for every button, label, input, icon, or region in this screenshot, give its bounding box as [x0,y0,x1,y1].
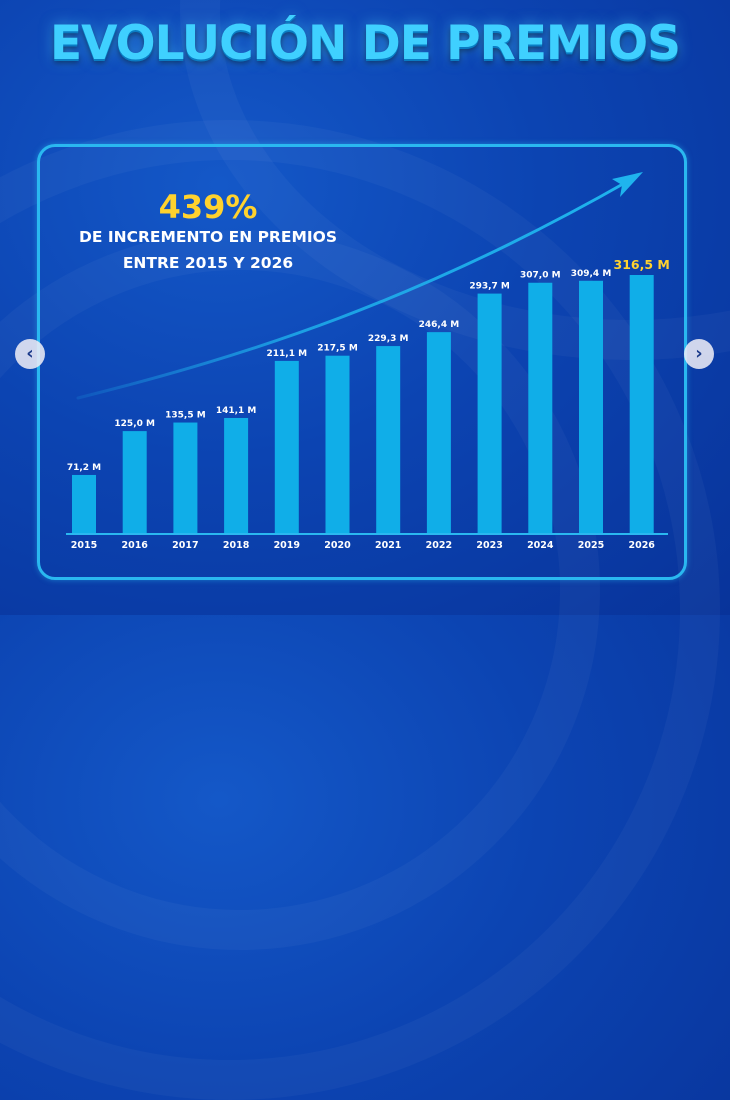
x-tick-label-2025: 2025 [578,540,604,551]
value-label-2024: 307,0 M [520,271,561,281]
x-tick-label-2023: 2023 [476,540,502,551]
x-tick-label-2019: 2019 [274,540,300,551]
bar-2022 [426,332,451,533]
increase-description-line2: ENTRE 2015 Y 2026 [122,254,294,272]
x-tick-label-2016: 2016 [121,540,148,551]
bar-2024 [528,282,553,533]
value-label-2017: 135,5 M [165,411,206,421]
value-label-2019: 211,1 M [267,349,308,359]
chevron-left-icon: ‹ [26,343,34,364]
bar-2020 [325,355,350,533]
value-label-2021: 229,3 M [368,334,409,344]
x-tick-label-2026: 2026 [628,540,655,551]
carousel-prev-button[interactable]: ‹ [15,339,45,369]
chevron-right-icon: › [695,343,703,364]
value-label-2025: 309,4 M [571,269,612,279]
carousel-next-button[interactable]: › [684,339,714,369]
value-label-2023: 293,7 M [469,282,510,292]
page-title: EVOLUCIÓN DE PREMIOS [50,16,681,71]
bar-2021 [376,346,401,533]
x-tick-label-2017: 2017 [172,540,198,551]
trend-arrow-line [76,178,632,400]
increase-description-line1: DE INCREMENTO EN PREMIOS [79,228,337,246]
value-label-2026: 316,5 M [614,257,670,272]
value-label-2016: 125,0 M [114,419,155,429]
headline-block: 439% DE INCREMENTO EN PREMIOS ENTRE 2015… [60,190,356,276]
bar-2026 [629,275,654,533]
bar-2025 [579,280,603,533]
labels-layer: 71,2 M 2015 125,0 M 2016 135,5 M 2017 141,1 M 2… [67,257,670,551]
x-tick-label-2018: 2018 [223,540,250,551]
x-tick-label-2020: 2020 [324,540,351,551]
increase-percent: 439% [158,188,258,226]
value-label-2015: 71,2 M [67,463,101,473]
x-tick-label-2015: 2015 [71,540,97,551]
bar-2018 [224,417,249,533]
value-label-2020: 217,5 M [317,344,358,354]
bars-layer [72,275,654,533]
bar-2019 [274,360,299,533]
value-label-2022: 246,4 M [419,320,460,330]
x-tick-label-2024: 2024 [527,540,554,551]
trend-arrow-head-icon [612,172,643,197]
bar-2023 [477,293,502,533]
bar-chart: 71,2 M 2015 125,0 M 2016 135,5 M 2017 141,1 M 2… [66,172,670,551]
x-tick-label-2022: 2022 [426,540,452,551]
bar-2016 [122,431,147,533]
value-label-2018: 141,1 M [216,406,257,416]
x-tick-label-2021: 2021 [375,540,401,551]
bar-2015 [72,474,96,533]
bar-2017 [173,422,198,533]
